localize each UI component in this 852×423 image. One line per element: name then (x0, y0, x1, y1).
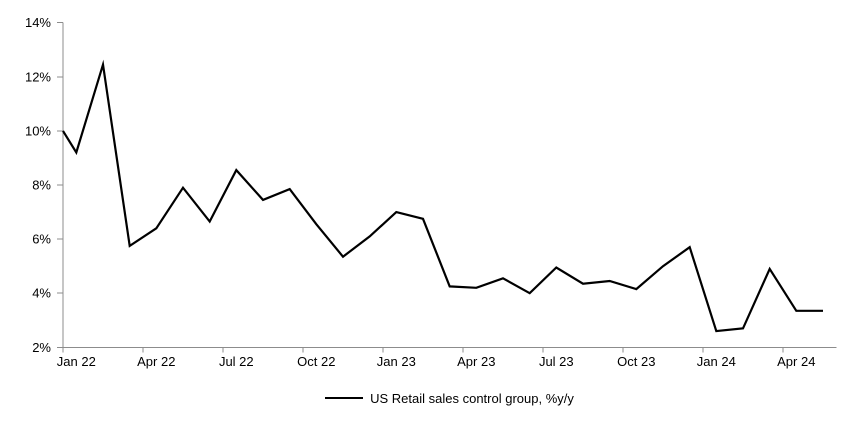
y-axis-tick-label: 4% (32, 286, 51, 301)
axis-lines (62, 22, 837, 348)
x-axis-tick-label: Jul 22 (219, 354, 254, 369)
x-axis-tick-label: Apr 23 (457, 354, 495, 369)
x-axis-tick-label: Jan 22 (57, 354, 96, 369)
x-axis-tick-label: Jul 23 (539, 354, 574, 369)
legend-label: US Retail sales control group, %y/y (370, 390, 574, 406)
y-axis-tick-label: 10% (25, 123, 51, 138)
x-axis-tick-label: Apr 24 (777, 354, 815, 369)
axis-labels: 2% 4% 6% 8% 10% 12% 14% Jan 22 Apr 22 Jul 22 Oct 2… (25, 15, 815, 369)
y-axis-tick-label: 6% (32, 232, 51, 247)
legend: US Retail sales control group, %y/y (63, 388, 836, 408)
y-axis-tick-label: 12% (25, 69, 51, 84)
axes (57, 22, 837, 353)
x-axis-tick-label: Jan 24 (697, 354, 736, 369)
y-axis-tick-label: 8% (32, 178, 51, 193)
x-axis-tick-label: Oct 23 (617, 354, 655, 369)
x-axis-tick-label: Apr 22 (137, 354, 175, 369)
x-axis-tick-label: Oct 22 (297, 354, 335, 369)
y-axis-tick-label: 2% (32, 340, 51, 355)
x-axis-tick-label: Jan 23 (377, 354, 416, 369)
series-line (62, 59, 823, 333)
y-axis-tick-label: 14% (25, 15, 51, 30)
legend-line-sample (325, 397, 364, 399)
